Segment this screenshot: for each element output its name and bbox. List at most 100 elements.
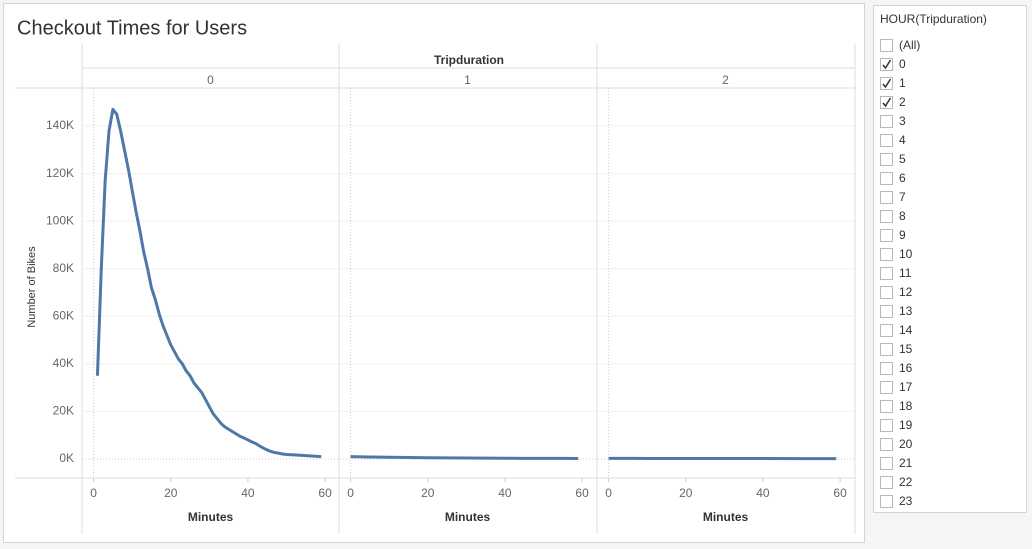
filter-label: 16 bbox=[899, 361, 913, 375]
checkbox[interactable] bbox=[880, 114, 893, 128]
filter-label: 13 bbox=[899, 304, 913, 318]
checkbox[interactable] bbox=[880, 323, 893, 337]
filter-item[interactable]: 20 bbox=[880, 436, 912, 452]
filter-item[interactable]: 19 bbox=[880, 417, 912, 433]
checkbox[interactable] bbox=[880, 437, 893, 451]
y-tick-label: 100K bbox=[46, 213, 74, 227]
x-tick-label: 60 bbox=[833, 486, 847, 500]
checkbox[interactable] bbox=[880, 133, 893, 147]
y-tick-label: 0K bbox=[59, 451, 74, 465]
checkbox[interactable] bbox=[880, 76, 893, 90]
filter-label: 22 bbox=[899, 475, 913, 489]
filter-item[interactable]: 23 bbox=[880, 493, 912, 509]
y-tick-label: 120K bbox=[46, 166, 74, 180]
x-tick-label: 20 bbox=[164, 486, 178, 500]
chart-title: Checkout Times for Users bbox=[17, 17, 247, 39]
filter-item[interactable]: 0 bbox=[880, 56, 906, 72]
checkbox[interactable] bbox=[880, 190, 893, 204]
x-tick-label: 40 bbox=[756, 486, 770, 500]
filter-item[interactable]: 9 bbox=[880, 227, 906, 243]
filter-item[interactable]: (All) bbox=[880, 37, 920, 53]
filter-item[interactable]: 16 bbox=[880, 360, 912, 376]
filter-item[interactable]: 21 bbox=[880, 455, 912, 471]
checkbox[interactable] bbox=[880, 456, 893, 470]
checkbox[interactable] bbox=[880, 418, 893, 432]
filter-item[interactable]: 7 bbox=[880, 189, 906, 205]
x-tick-label: 20 bbox=[421, 486, 435, 500]
filter-item[interactable]: 18 bbox=[880, 398, 912, 414]
filter-item[interactable]: 11 bbox=[880, 265, 911, 281]
filter-label: 3 bbox=[899, 114, 906, 128]
checkbox[interactable] bbox=[880, 95, 893, 109]
filter-item[interactable]: 4 bbox=[880, 132, 906, 148]
filter-label: 14 bbox=[899, 323, 913, 337]
check-mark bbox=[882, 59, 892, 69]
x-tick-label: 20 bbox=[679, 486, 693, 500]
filter-label: (All) bbox=[899, 38, 921, 52]
panel-label: 1 bbox=[464, 73, 471, 87]
filter-item[interactable]: 12 bbox=[880, 284, 912, 300]
filter-label: 15 bbox=[899, 342, 913, 356]
filter-label: 0 bbox=[899, 57, 906, 71]
filter-item[interactable]: 5 bbox=[880, 151, 906, 167]
filter-item[interactable]: 17 bbox=[880, 379, 912, 395]
filter-label: 11 bbox=[899, 266, 912, 280]
x-axis-label: Minutes bbox=[703, 510, 749, 524]
chart: Checkout Times for Users Tripduration Nu… bbox=[15, 17, 856, 534]
x-tick-label: 60 bbox=[318, 486, 332, 500]
filter-label: 20 bbox=[899, 437, 913, 451]
x-tick-label: 40 bbox=[498, 486, 512, 500]
filter-panel: HOUR(Tripduration) (All) 0 1 2 3 4 5 6 7 8 9 10 11 12… bbox=[873, 5, 1027, 513]
filter-label: 9 bbox=[899, 228, 906, 242]
checkbox[interactable] bbox=[880, 285, 893, 299]
filter-item[interactable]: 15 bbox=[880, 341, 912, 357]
chart-panel: Checkout Times for Users Tripduration Nu… bbox=[3, 3, 865, 543]
filter-item[interactable]: 6 bbox=[880, 170, 906, 186]
filter-label: 8 bbox=[899, 209, 906, 223]
filter-item[interactable]: 3 bbox=[880, 113, 906, 129]
checkbox[interactable] bbox=[880, 342, 893, 356]
checkbox[interactable] bbox=[880, 494, 893, 508]
checkbox[interactable] bbox=[880, 57, 893, 71]
checkbox[interactable] bbox=[880, 399, 893, 413]
panel-label: 0 bbox=[207, 73, 214, 87]
filter-label: 2 bbox=[899, 95, 906, 109]
checkbox[interactable] bbox=[880, 209, 893, 223]
filter-item[interactable]: 10 bbox=[880, 246, 912, 262]
filter-label: 10 bbox=[899, 247, 913, 261]
checkbox[interactable] bbox=[880, 475, 893, 489]
panel-label: 2 bbox=[722, 73, 729, 87]
facet-title: Tripduration bbox=[434, 53, 504, 67]
checkbox[interactable] bbox=[880, 171, 893, 185]
filter-item[interactable]: 14 bbox=[880, 322, 912, 338]
x-axis-label: Minutes bbox=[445, 510, 491, 524]
filter-item[interactable]: 22 bbox=[880, 474, 912, 490]
checkbox[interactable] bbox=[880, 266, 893, 280]
filter-label: 17 bbox=[899, 380, 913, 394]
checkbox[interactable] bbox=[880, 247, 893, 261]
y-tick-label: 40K bbox=[53, 356, 74, 370]
filter-label: 7 bbox=[899, 190, 906, 204]
check-mark bbox=[882, 97, 892, 107]
filter-title: HOUR(Tripduration) bbox=[880, 12, 987, 26]
checkbox[interactable] bbox=[880, 228, 893, 242]
y-tick-label: 140K bbox=[46, 118, 74, 132]
y-axis-label: Number of Bikes bbox=[26, 246, 38, 328]
line bbox=[95, 107, 322, 459]
check-mark bbox=[882, 78, 892, 88]
filter-label: 18 bbox=[899, 399, 913, 413]
checkbox[interactable] bbox=[880, 152, 893, 166]
filter-item[interactable]: 13 bbox=[880, 303, 912, 319]
checkbox[interactable] bbox=[880, 361, 893, 375]
filter-item[interactable]: 8 bbox=[880, 208, 906, 224]
filter-label: 1 bbox=[899, 76, 906, 90]
filter-item[interactable]: 1 bbox=[880, 75, 906, 91]
filter-label: 12 bbox=[899, 285, 913, 299]
checkbox[interactable] bbox=[880, 380, 893, 394]
checkbox[interactable] bbox=[880, 304, 893, 318]
line bbox=[350, 455, 579, 460]
y-tick-label: 20K bbox=[53, 404, 74, 418]
filter-item[interactable]: 2 bbox=[880, 94, 906, 110]
checkbox[interactable] bbox=[880, 38, 893, 52]
